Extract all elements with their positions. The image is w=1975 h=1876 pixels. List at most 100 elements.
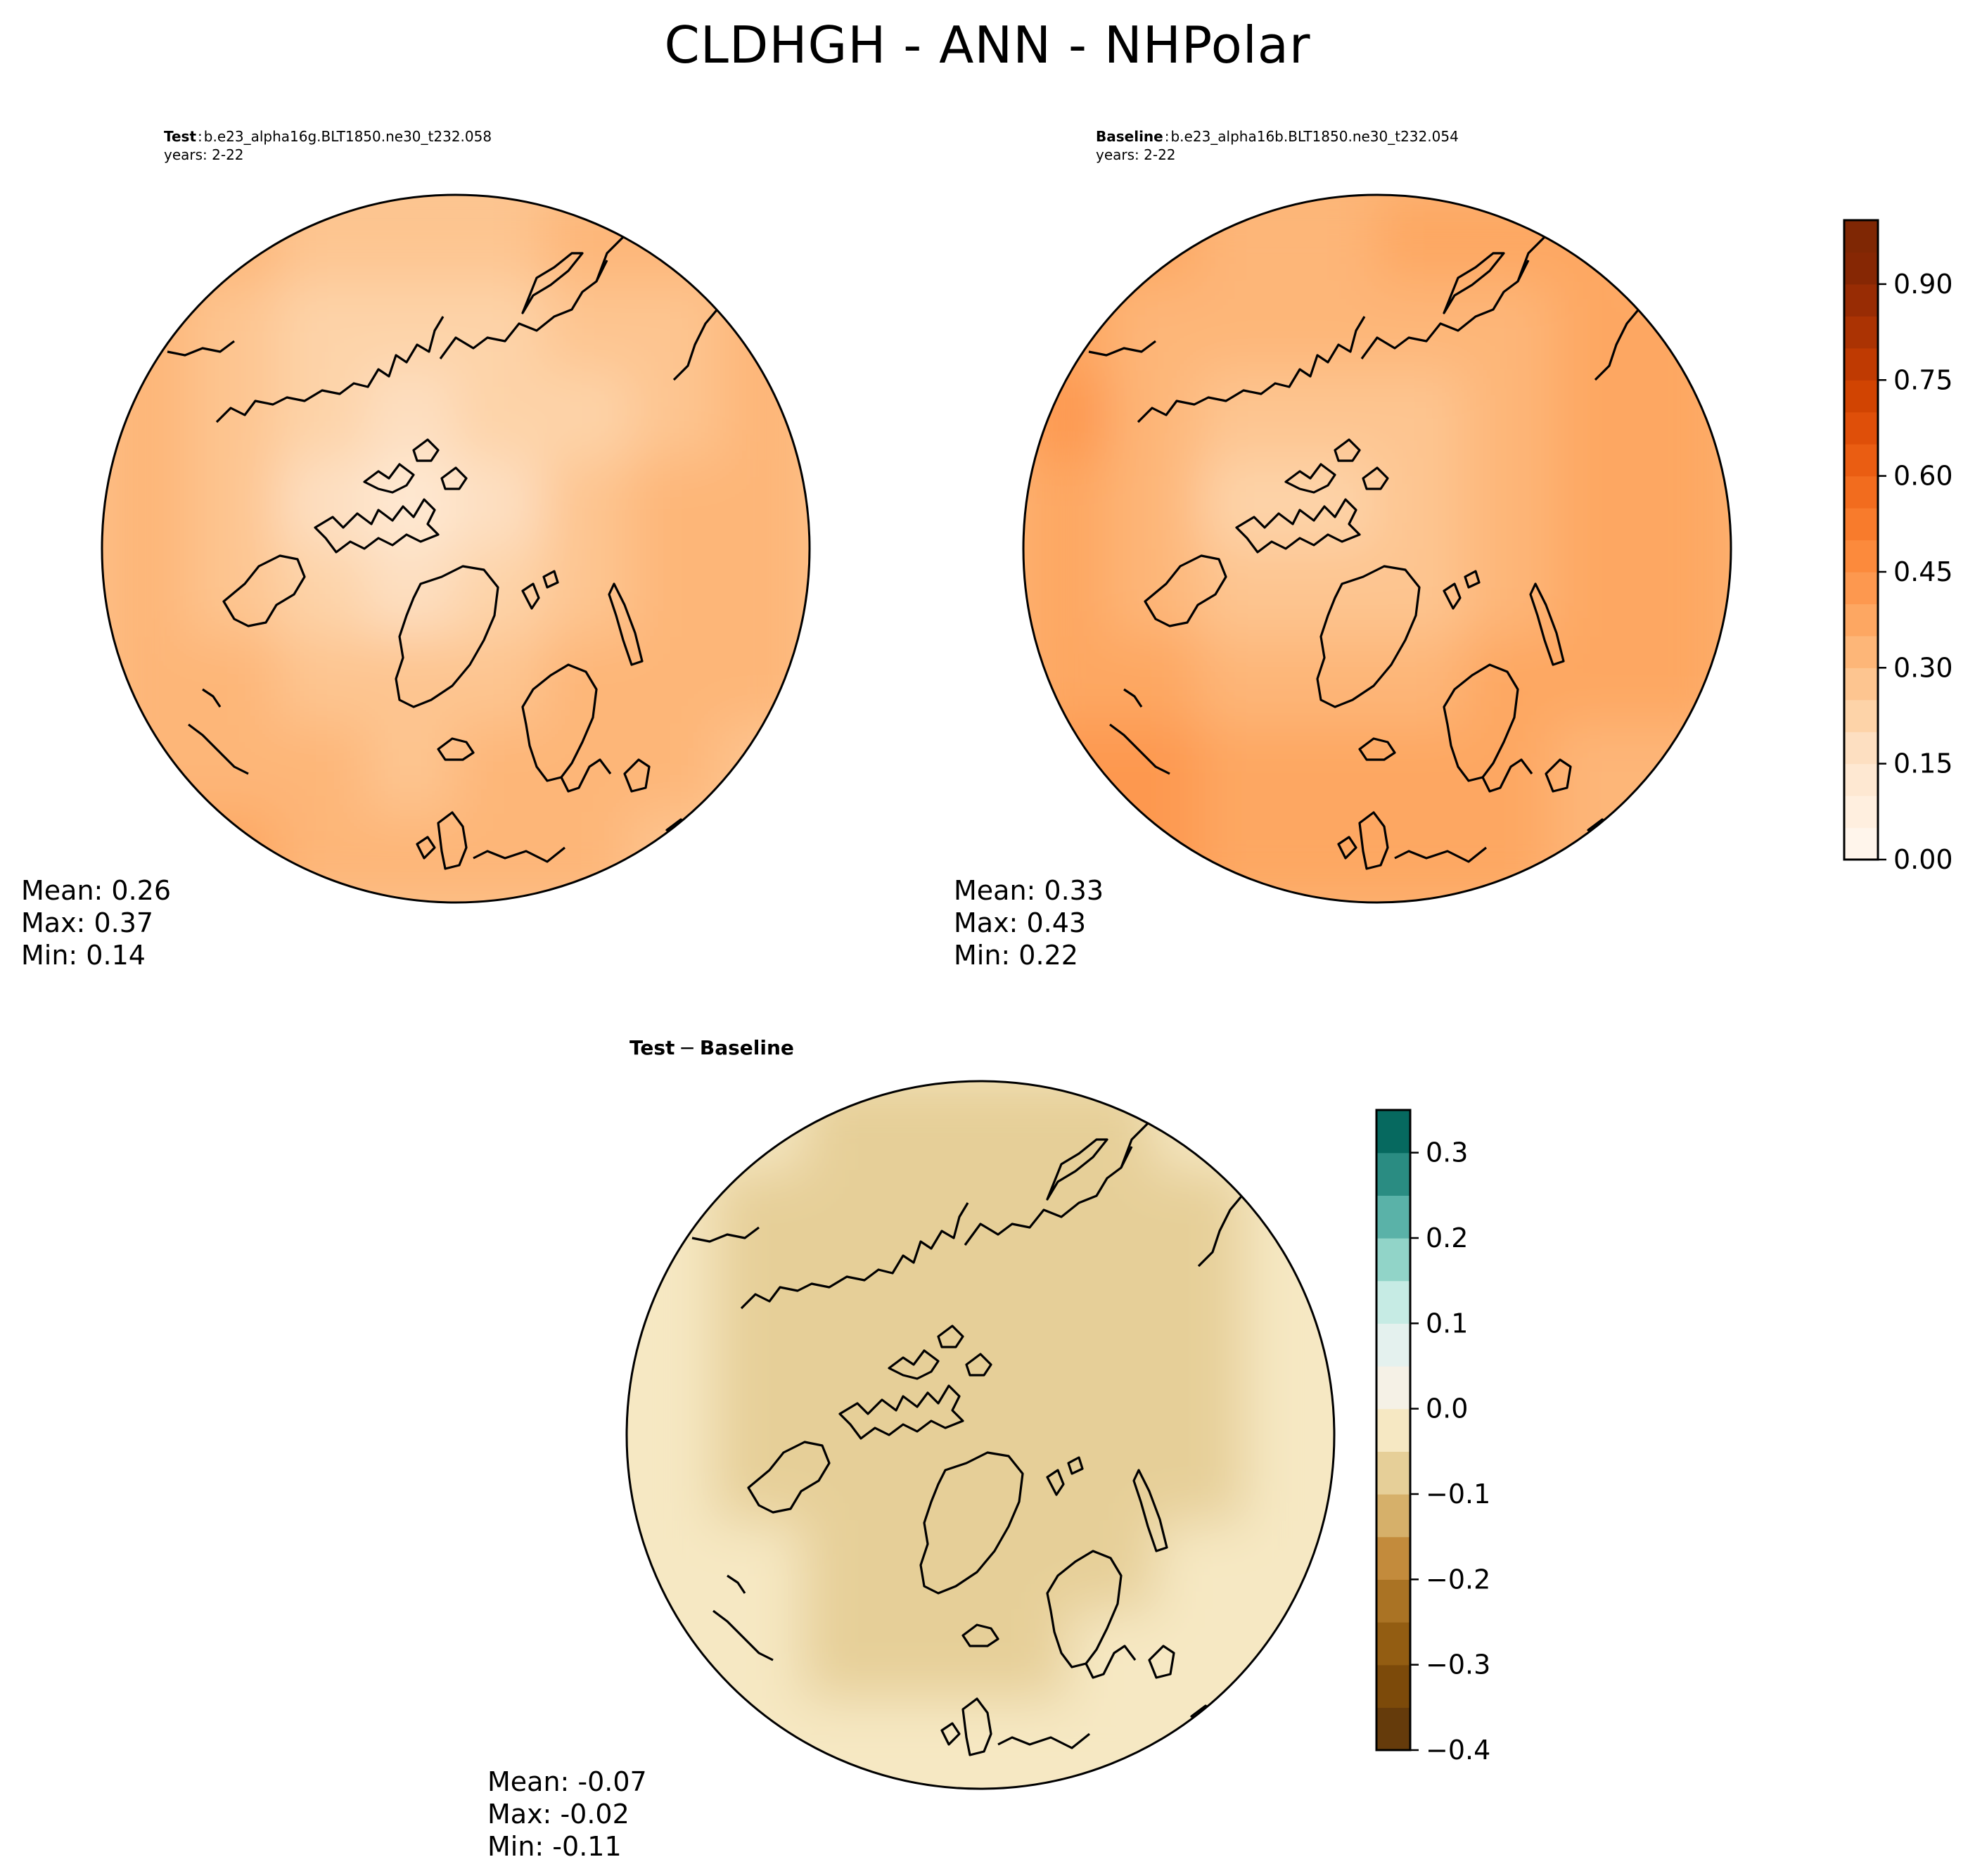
diff-cell	[1156, 1610, 1248, 1702]
test-cell	[631, 281, 723, 374]
test-header: Test: b.e23_alpha16g.BLT1850.ne30_t232.05…	[164, 128, 492, 163]
test-cell	[188, 812, 281, 902]
absolute-colorbar-segment	[1844, 347, 1878, 381]
difference-colorbar-segment	[1376, 1707, 1410, 1751]
diff-cell	[713, 1345, 805, 1437]
test-max: Max: 0.37	[21, 907, 154, 938]
test-cell	[542, 812, 634, 902]
test-cell	[366, 547, 458, 639]
diff-cell	[979, 1610, 1070, 1702]
absolute-colorbar-segment	[1844, 732, 1878, 765]
diff-cell	[979, 1434, 1070, 1525]
difference-colorbar-segment	[1376, 1664, 1410, 1708]
baseline-label: Baseline	[1096, 128, 1163, 145]
baseline-cell	[1552, 547, 1644, 639]
diff-cell	[979, 1256, 1070, 1348]
test-cell	[102, 547, 192, 639]
baseline-cell	[1376, 195, 1467, 285]
baseline-cell	[1023, 370, 1113, 462]
baseline-cell	[1464, 547, 1556, 639]
test-cell	[720, 281, 810, 374]
difference-colorbar-tick-label: −0.3	[1426, 1650, 1490, 1680]
diff-cell	[1244, 1168, 1334, 1260]
difference-colorbar-segment	[1376, 1408, 1410, 1452]
test-cell	[188, 370, 281, 462]
baseline-cell	[1641, 370, 1731, 462]
test-case-name: b.e23_alpha16g.BLT1850.ne30_t232.058	[203, 128, 492, 145]
test-cell	[102, 195, 192, 285]
diff-map	[625, 1080, 1336, 1790]
baseline-cell	[1199, 281, 1291, 374]
test-cell	[631, 812, 723, 902]
diff-cell	[802, 1699, 894, 1789]
test-cell	[102, 635, 192, 727]
test-cell	[454, 812, 546, 902]
difference-colorbar-segment	[1376, 1280, 1410, 1324]
diff-cell	[890, 1434, 983, 1525]
diff-cell	[1244, 1610, 1334, 1702]
diff-cell	[1067, 1168, 1159, 1260]
baseline-cell	[1023, 547, 1113, 639]
diff-cell	[713, 1256, 805, 1348]
diff-cell	[627, 1610, 717, 1702]
test-cell	[102, 370, 192, 462]
absolute-colorbar-segment	[1844, 411, 1878, 445]
test-cell	[631, 195, 723, 285]
diff-cell	[1156, 1081, 1248, 1171]
baseline-cell	[1199, 370, 1291, 462]
test-cell	[631, 635, 723, 727]
diff-cell	[627, 1081, 717, 1171]
test-cell	[631, 459, 723, 551]
diff-cell	[1067, 1345, 1159, 1437]
diff-cell	[1067, 1699, 1159, 1789]
difference-colorbar-tick-label: −0.2	[1426, 1564, 1490, 1595]
difference-colorbar-segment	[1376, 1366, 1410, 1410]
figure-title: CLDHGH - ANN - NHPolar	[664, 15, 1311, 75]
absolute-colorbar-segment	[1844, 763, 1878, 796]
baseline-cell	[1464, 459, 1556, 551]
diff-cell	[802, 1434, 894, 1525]
baseline-cell	[1110, 459, 1202, 551]
absolute-colorbar-tick-label: 0.90	[1893, 269, 1953, 300]
difference-colorbar-segment	[1376, 1110, 1410, 1154]
difference-colorbar: −0.4 −0.3 −0.2 −0.1 0.0 0.1 0.2 0.3	[1375, 1109, 1490, 1766]
test-cell	[454, 724, 546, 816]
absolute-colorbar-segment	[1844, 796, 1878, 829]
diff-cell	[713, 1168, 805, 1260]
difference-colorbar-segment	[1376, 1152, 1410, 1196]
baseline-cell	[1552, 812, 1644, 902]
test-cell	[542, 547, 634, 639]
diff-cell	[1156, 1168, 1248, 1260]
baseline-cell	[1023, 724, 1113, 816]
test-cell	[277, 281, 369, 374]
diff-min: Min: -0.11	[487, 1831, 622, 1862]
baseline-cell	[1641, 812, 1731, 902]
diff-cell	[1244, 1434, 1334, 1525]
difference-colorbar-segment	[1376, 1579, 1410, 1623]
difference-colorbar-segment	[1376, 1494, 1410, 1538]
absolute-colorbar-segment	[1844, 699, 1878, 732]
test-label: Test	[164, 128, 197, 145]
test-cell	[102, 724, 192, 816]
difference-colorbar-segment	[1376, 1195, 1410, 1239]
diff-stats: Mean: -0.07 Max: -0.02 Min: -0.11	[487, 1766, 647, 1863]
test-cell	[102, 459, 192, 551]
absolute-colorbar-segment	[1844, 635, 1878, 668]
diff-cell	[627, 1168, 717, 1260]
diff-cell	[1156, 1699, 1248, 1789]
diff-cell	[627, 1256, 717, 1348]
baseline-max: Max: 0.43	[954, 907, 1087, 938]
diff-cell	[890, 1256, 983, 1348]
diff-cell	[890, 1168, 983, 1260]
baseline-cell	[1199, 547, 1291, 639]
absolute-colorbar-segment	[1844, 571, 1878, 604]
test-cell	[542, 281, 634, 374]
baseline-cell	[1552, 635, 1644, 727]
difference-colorbar-tick-label: 0.3	[1426, 1137, 1468, 1168]
absolute-colorbar-segment	[1844, 668, 1878, 701]
test-stats: Mean: 0.26 Max: 0.37 Min: 0.14	[21, 874, 171, 971]
difference-colorbar-segment	[1376, 1238, 1410, 1282]
baseline-cell	[1552, 459, 1644, 551]
diff-cell	[713, 1610, 805, 1702]
test-cell	[454, 547, 546, 639]
